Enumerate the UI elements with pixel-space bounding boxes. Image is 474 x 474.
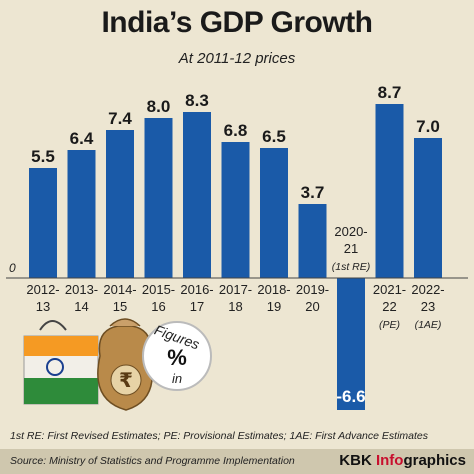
- bar-0: [29, 168, 57, 278]
- bar-4: [183, 112, 211, 278]
- value-label-3: 8.0: [147, 97, 171, 116]
- shopping-bag-and-money-bag-illustration: ₹: [23, 318, 154, 411]
- bar-9: [375, 104, 404, 278]
- zero-label: 0: [9, 261, 16, 275]
- category-label-7-0: 2019-: [296, 282, 329, 297]
- value-labels: 5.5 6.4 7.4 8.0 8.3 6.8 6.5 3.7 -6.6 8.7 7.0: [31, 83, 440, 406]
- category-label-8-1: 21: [344, 241, 358, 256]
- bar-8: [337, 278, 365, 410]
- value-label-4: 8.3: [185, 91, 209, 110]
- bar-5: [221, 142, 250, 278]
- category-label-8-2: (1st RE): [332, 261, 371, 273]
- chart-subtitle: At 2011-12 prices: [178, 50, 296, 67]
- badge-bottom-text: in: [171, 371, 183, 386]
- bar-7: [298, 204, 327, 278]
- category-label-9-2: (PE): [379, 319, 400, 331]
- value-label-5: 6.8: [224, 121, 248, 140]
- percent-icon: %: [167, 345, 187, 370]
- category-label-6-1: 19: [267, 299, 281, 314]
- bar-6: [260, 148, 288, 278]
- value-label-1: 6.4: [70, 129, 94, 148]
- chart-title: India’s GDP Growth: [101, 6, 373, 39]
- bar-3: [144, 118, 173, 278]
- figures-in-percent-badge: Figures % in: [142, 321, 212, 391]
- value-label-7: 3.7: [301, 183, 325, 202]
- credit-prefix: KBK: [339, 452, 376, 469]
- value-label-8: -6.6: [336, 387, 365, 406]
- value-label-10: 7.0: [416, 117, 440, 136]
- category-labels: 2012- 13 2013- 14 2014- 15 2015- 16 2016- 17 2017-…: [26, 224, 444, 331]
- category-label-5-1: 18: [228, 299, 242, 314]
- bar-series: [29, 104, 442, 410]
- footnote: 1st RE: First Revised Estimates; PE: Pro…: [10, 430, 428, 442]
- category-label-10-1: 23: [421, 299, 435, 314]
- category-label-7-1: 20: [305, 299, 319, 314]
- category-label-0-0: 2012-: [26, 282, 59, 297]
- rupee-icon: ₹: [119, 368, 133, 392]
- category-label-8-0: 2020-: [334, 224, 367, 239]
- category-label-4-1: 17: [190, 299, 204, 314]
- category-label-10-2: (1AE): [415, 319, 442, 331]
- category-label-1-0: 2013-: [65, 282, 98, 297]
- credit-suffix: graphics: [403, 452, 466, 469]
- source-text: Source: Ministry of Statistics and Progr…: [10, 455, 295, 467]
- category-label-6-0: 2018-: [257, 282, 290, 297]
- footer: 1st RE: First Revised Estimates; PE: Pro…: [0, 424, 474, 474]
- category-label-2-1: 15: [113, 299, 127, 314]
- source-bar: Source: Ministry of Statistics and Progr…: [0, 449, 474, 474]
- category-label-9-0: 2021-: [373, 282, 406, 297]
- value-label-2: 7.4: [108, 109, 132, 128]
- value-label-6: 6.5: [262, 127, 286, 146]
- category-label-9-1: 22: [382, 299, 396, 314]
- category-label-1-1: 14: [74, 299, 88, 314]
- bar-10: [414, 138, 442, 278]
- value-label-9: 8.7: [378, 83, 402, 102]
- bar-2: [106, 130, 134, 278]
- category-label-2-0: 2014-: [103, 282, 136, 297]
- bar-1: [67, 150, 96, 278]
- publisher-credit: KBK Infographics: [339, 452, 466, 469]
- category-label-3-0: 2015-: [142, 282, 175, 297]
- category-label-0-1: 13: [36, 299, 50, 314]
- category-label-3-1: 16: [151, 299, 165, 314]
- credit-accent: Info: [375, 452, 404, 469]
- category-label-5-0: 2017-: [219, 282, 252, 297]
- value-label-0: 5.5: [31, 147, 55, 166]
- category-label-4-0: 2016-: [180, 282, 213, 297]
- category-label-10-0: 2022-: [411, 282, 444, 297]
